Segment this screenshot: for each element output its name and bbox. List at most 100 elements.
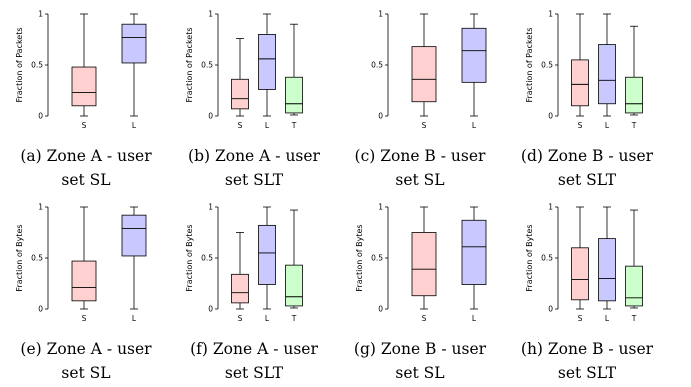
subplot-f: 0 0.5 1 Fraction of Bytes S L T (f) Zone A - us… bbox=[185, 203, 318, 383]
y-tick-label: 0 bbox=[548, 112, 553, 121]
x-tick-label: S bbox=[82, 121, 87, 130]
x-tick-label: L bbox=[132, 121, 137, 130]
box-L: L bbox=[258, 206, 276, 323]
subplot-caption-line2: set SLT bbox=[225, 171, 284, 189]
x-tick-label: S bbox=[578, 314, 583, 323]
box-iqr bbox=[625, 265, 643, 307]
box-L: L bbox=[598, 13, 616, 130]
y-axis-label: Fraction of Bytes bbox=[525, 224, 534, 291]
subplot-caption: (f) Zone A - user bbox=[190, 340, 318, 358]
subplot-caption: (b) Zone A - user bbox=[188, 147, 321, 165]
box-iqr bbox=[461, 219, 487, 285]
x-tick-label: S bbox=[422, 314, 427, 323]
y-tick-label: 0 bbox=[38, 305, 43, 314]
subplot-b: 0 0.5 1 Fraction of Packets S L T (b) Zone A - … bbox=[185, 10, 321, 190]
box-L: L bbox=[121, 206, 147, 323]
y-tick-label: 1 bbox=[208, 203, 213, 212]
subplot-caption-line2: set SLT bbox=[558, 171, 617, 189]
subplot-caption: (a) Zone A - user bbox=[20, 147, 152, 165]
y-tick-label: 1 bbox=[38, 203, 43, 212]
y-tick-label: 0 bbox=[38, 112, 43, 121]
x-tick-label: L bbox=[605, 121, 610, 130]
box-iqr bbox=[598, 44, 616, 105]
box-iqr bbox=[461, 27, 487, 83]
x-tick-label: T bbox=[291, 121, 297, 130]
y-axis-label: Fraction of Bytes bbox=[185, 224, 194, 291]
x-tick-label: S bbox=[82, 314, 87, 323]
subplot-caption-line2: set SL bbox=[395, 364, 444, 382]
y-tick-label: 1 bbox=[208, 10, 213, 19]
box-L: L bbox=[461, 206, 487, 323]
subplot-caption-line2: set SL bbox=[61, 171, 110, 189]
subplot-g: 0 0.5 1 Fraction of Bytes S L (g) Zone B - use… bbox=[354, 203, 487, 383]
x-tick-label: L bbox=[132, 314, 137, 323]
x-tick-label: L bbox=[265, 314, 270, 323]
x-tick-label: S bbox=[578, 121, 583, 130]
y-axis-label: Fraction of Bytes bbox=[15, 224, 24, 291]
box-iqr bbox=[71, 260, 97, 302]
y-tick-label: 0.5 bbox=[201, 61, 213, 70]
y-tick-label: 0.5 bbox=[371, 61, 383, 70]
box-S: S bbox=[411, 206, 437, 323]
box-T: T bbox=[285, 209, 303, 323]
y-tick-label: 1 bbox=[548, 10, 553, 19]
y-tick-label: 0.5 bbox=[541, 61, 553, 70]
subplot-caption-line2: set SL bbox=[395, 171, 444, 189]
y-axis-label: Fraction of Packets bbox=[15, 27, 24, 102]
subplot-caption: (d) Zone B - user bbox=[521, 147, 654, 165]
box-iqr bbox=[285, 264, 303, 307]
x-tick-label: S bbox=[422, 121, 427, 130]
subplot-caption-line2: set SLT bbox=[558, 364, 617, 382]
subplot-caption: (h) Zone B - user bbox=[521, 340, 654, 358]
y-tick-label: 0.5 bbox=[201, 254, 213, 263]
box-iqr bbox=[571, 59, 589, 107]
x-tick-label: T bbox=[291, 314, 297, 323]
box-S: S bbox=[571, 13, 589, 130]
subplot-c: 0 0.5 1 S L (c) Zone B - user set SL bbox=[355, 10, 487, 189]
y-tick-label: 0.5 bbox=[31, 254, 43, 263]
box-S: S bbox=[71, 206, 97, 323]
y-tick-label: 0.5 bbox=[31, 61, 43, 70]
box-iqr bbox=[285, 76, 303, 114]
box-iqr bbox=[571, 247, 589, 301]
box-S: S bbox=[571, 206, 589, 323]
x-tick-label: T bbox=[631, 121, 637, 130]
subplot-e: 0 0.5 1 Fraction of Bytes S L (e) Zone A - use… bbox=[15, 203, 152, 383]
box-iqr bbox=[258, 224, 276, 285]
box-iqr bbox=[598, 238, 616, 302]
box-iqr bbox=[71, 66, 97, 107]
subplot-d: 0 0.5 1 Fraction of Packets S L T (d) Zone B - … bbox=[521, 10, 654, 190]
box-S: S bbox=[71, 13, 97, 130]
y-tick-label: 1 bbox=[548, 203, 553, 212]
x-tick-label: L bbox=[265, 121, 270, 130]
y-tick-label: 0 bbox=[208, 305, 213, 314]
box-S: S bbox=[231, 38, 249, 130]
y-tick-label: 1 bbox=[378, 10, 383, 19]
box-T: T bbox=[285, 23, 303, 130]
box-S: S bbox=[231, 232, 249, 323]
x-tick-label: T bbox=[631, 314, 637, 323]
box-iqr bbox=[231, 273, 249, 304]
box-iqr bbox=[625, 76, 643, 114]
y-axis-label: Fraction of Packets bbox=[185, 27, 194, 102]
box-iqr bbox=[411, 46, 437, 103]
y-tick-label: 0 bbox=[208, 112, 213, 121]
y-tick-label: 1 bbox=[38, 10, 43, 19]
y-tick-label: 0 bbox=[378, 112, 383, 121]
x-tick-label: L bbox=[605, 314, 610, 323]
x-tick-label: S bbox=[238, 314, 243, 323]
box-T: T bbox=[625, 25, 643, 130]
y-tick-label: 0 bbox=[378, 305, 383, 314]
subplot-caption: (e) Zone A - user bbox=[20, 340, 152, 358]
box-iqr bbox=[121, 214, 147, 257]
box-T: T bbox=[625, 209, 643, 323]
box-iqr bbox=[258, 34, 276, 90]
box-L: L bbox=[598, 206, 616, 323]
x-tick-label: L bbox=[472, 314, 477, 323]
subplot-caption: (g) Zone B - user bbox=[354, 340, 487, 358]
box-L: L bbox=[461, 13, 487, 130]
box-iqr bbox=[121, 23, 147, 64]
y-tick-label: 1 bbox=[378, 203, 383, 212]
subplot-h: 0 0.5 1 Fraction of Bytes S L T (h) Zone B - us… bbox=[521, 203, 654, 383]
